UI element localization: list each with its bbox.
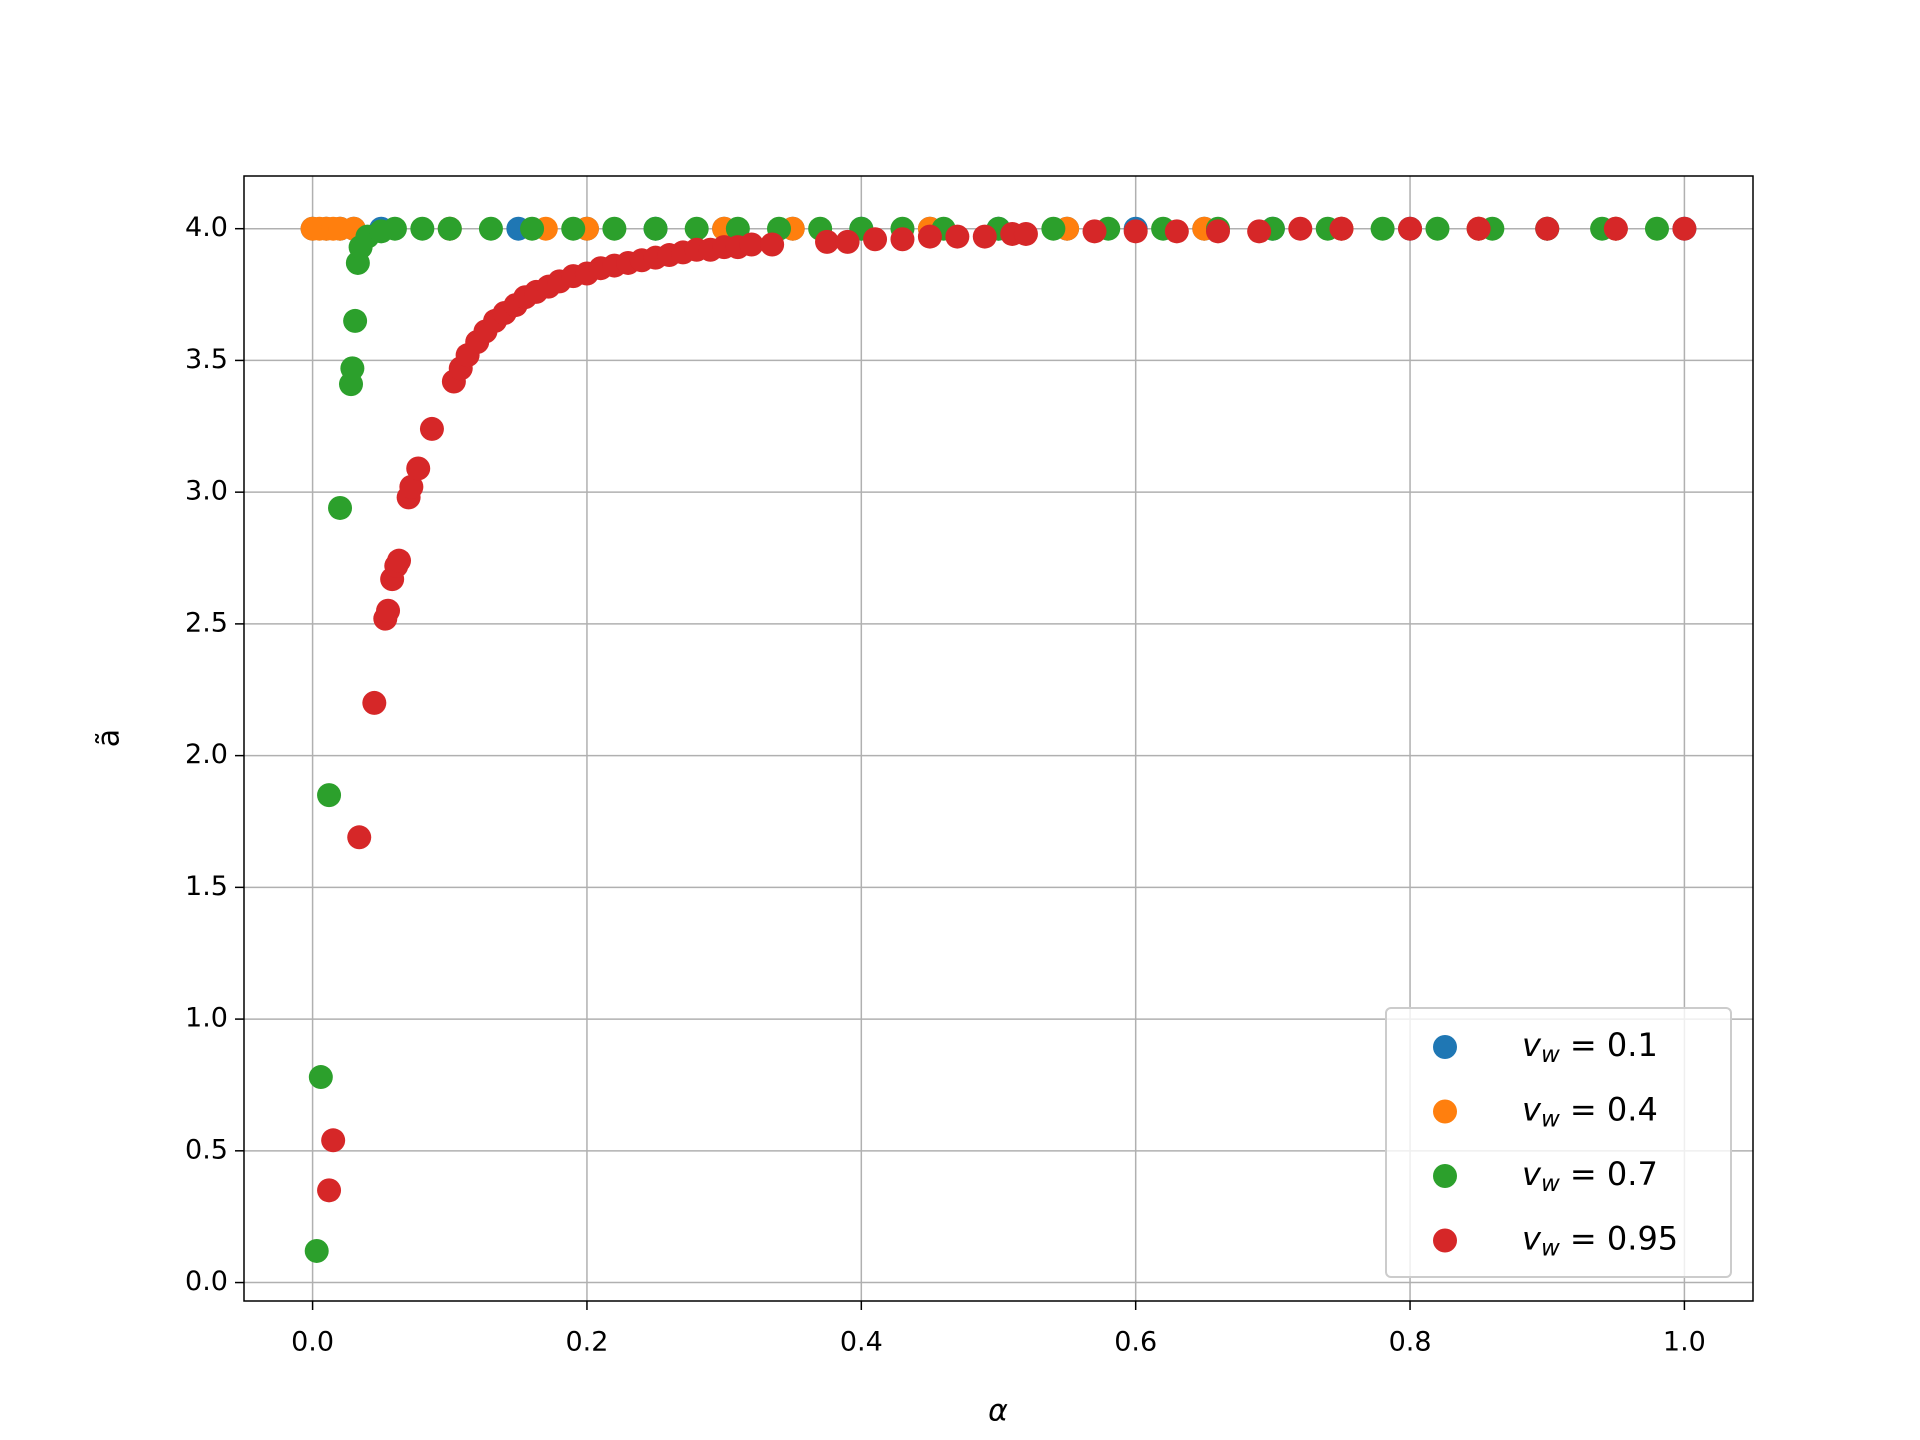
x-axis-label: α: [988, 1394, 1008, 1429]
point: [410, 216, 435, 241]
point: [1013, 221, 1038, 246]
x-tick-label: 0.2: [565, 1327, 608, 1358]
point: [399, 474, 424, 499]
point: [328, 495, 353, 520]
y-tick-label: 2.0: [185, 739, 228, 770]
point: [382, 216, 407, 241]
point: [863, 227, 888, 252]
point: [1644, 216, 1669, 241]
x-tick-label: 1.0: [1663, 1327, 1706, 1358]
y-tick-label: 0.5: [185, 1134, 228, 1165]
point: [1672, 216, 1697, 241]
point: [684, 216, 709, 241]
point: [317, 783, 342, 808]
legend-label: vw = 0.7: [1522, 1155, 1658, 1197]
point: [815, 229, 840, 254]
point: [760, 232, 785, 257]
point: [340, 356, 365, 381]
point: [1535, 216, 1560, 241]
point: [1164, 219, 1189, 244]
plot-frame: [243, 175, 1754, 1302]
legend-label: vw = 0.4: [1522, 1091, 1658, 1133]
point: [520, 216, 545, 241]
point: [1370, 216, 1395, 241]
point: [739, 232, 764, 257]
y-tick-label: 2.5: [185, 607, 228, 638]
point: [725, 216, 750, 241]
point: [972, 224, 997, 249]
legend-label: vw = 0.1: [1522, 1026, 1658, 1068]
y-tick-label: 1.0: [185, 1003, 228, 1034]
legend-marker: [1433, 1035, 1457, 1059]
point: [406, 456, 431, 481]
point: [1247, 219, 1272, 244]
point: [1082, 219, 1107, 244]
y-tick-label: 1.5: [185, 871, 228, 902]
y-tick-label: 4.0: [185, 212, 228, 243]
point: [419, 416, 444, 441]
point: [347, 825, 372, 850]
point: [1603, 216, 1628, 241]
point: [343, 308, 368, 333]
point: [437, 216, 462, 241]
point: [945, 224, 970, 249]
legend-marker: [1433, 1164, 1457, 1188]
point: [317, 1178, 342, 1203]
point: [478, 216, 503, 241]
point: [1041, 216, 1066, 241]
x-tick-label: 0.4: [840, 1327, 883, 1358]
point: [1466, 216, 1491, 241]
legend-marker: [1433, 1099, 1457, 1124]
point: [1398, 216, 1423, 241]
point: [362, 690, 387, 715]
point: [308, 1065, 333, 1090]
point: [321, 1128, 346, 1153]
point: [387, 548, 412, 573]
point: [376, 598, 401, 623]
y-tick-label: 3.0: [185, 476, 228, 507]
legend-label: vw = 0.95: [1522, 1220, 1678, 1262]
point: [917, 224, 942, 249]
point: [643, 216, 668, 241]
point: [561, 216, 586, 241]
y-axis-label: ã: [92, 729, 127, 747]
legend-box: [1385, 1007, 1732, 1278]
point: [890, 227, 915, 252]
point: [1425, 216, 1450, 241]
point: [304, 1238, 329, 1263]
x-tick-label: 0.8: [1389, 1327, 1432, 1358]
x-tick-label: 0.6: [1114, 1327, 1157, 1358]
point: [1329, 216, 1354, 241]
point: [1288, 216, 1313, 241]
y-tick-label: 0.0: [185, 1266, 228, 1297]
point: [1205, 219, 1230, 244]
point: [1123, 219, 1148, 244]
x-tick-label: 0.0: [291, 1327, 334, 1358]
point: [835, 229, 860, 254]
y-tick-label: 3.5: [185, 344, 228, 375]
legend-marker: [1433, 1228, 1457, 1253]
point: [602, 216, 627, 241]
